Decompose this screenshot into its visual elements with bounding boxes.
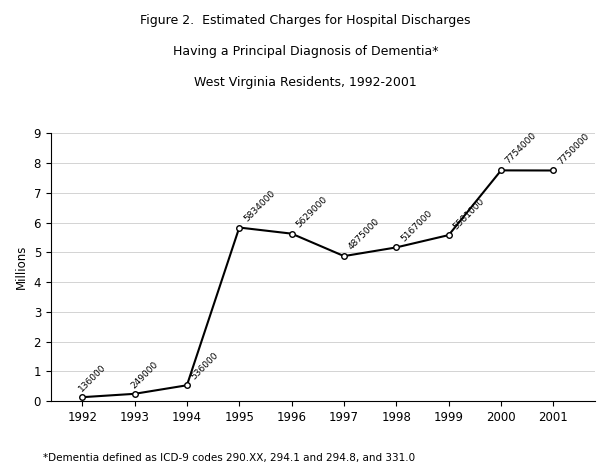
Text: 5581000: 5581000 xyxy=(452,197,486,231)
Text: 7750000: 7750000 xyxy=(556,131,591,166)
Text: 5167000: 5167000 xyxy=(399,209,434,244)
Text: 136000: 136000 xyxy=(77,363,108,394)
Text: 5629000: 5629000 xyxy=(295,194,329,229)
Text: 7754000: 7754000 xyxy=(503,131,538,166)
Text: Figure 2.  Estimated Charges for Hospital Discharges: Figure 2. Estimated Charges for Hospital… xyxy=(141,14,470,27)
Text: *Dementia defined as ICD-9 codes 290.XX, 294.1 and 294.8, and 331.0: *Dementia defined as ICD-9 codes 290.XX,… xyxy=(43,453,415,463)
Text: 249000: 249000 xyxy=(130,360,160,390)
Text: 4875000: 4875000 xyxy=(346,217,381,252)
Text: 5834000: 5834000 xyxy=(242,188,277,223)
Text: West Virginia Residents, 1992-2001: West Virginia Residents, 1992-2001 xyxy=(194,76,417,89)
Y-axis label: Millions: Millions xyxy=(15,245,28,289)
Text: Having a Principal Diagnosis of Dementia*: Having a Principal Diagnosis of Dementia… xyxy=(173,45,438,58)
Text: 536000: 536000 xyxy=(189,351,221,382)
